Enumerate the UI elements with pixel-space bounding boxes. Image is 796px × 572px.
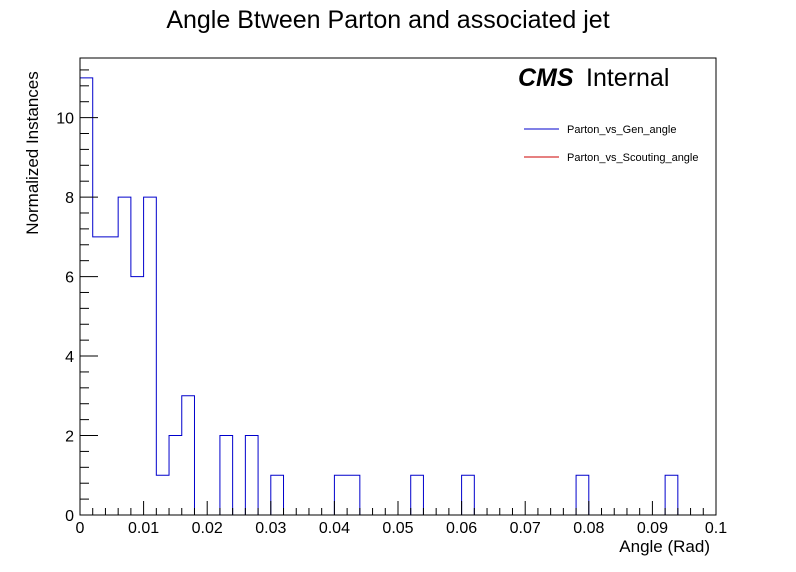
x-axis-label: Angle (Rad) — [619, 537, 710, 556]
y-tick-label: 2 — [65, 429, 74, 446]
x-tick-label: 0.04 — [319, 520, 350, 537]
x-tick-label: 0.09 — [637, 520, 668, 537]
x-tick-label: 0.07 — [510, 520, 541, 537]
cms-label: CMS — [518, 64, 574, 92]
histogram-layer — [79, 77, 716, 516]
y-axis: 0 2 4 6 8 10 — [56, 69, 98, 525]
x-tick-label: 0.03 — [255, 520, 286, 537]
y-tick-label: 10 — [56, 111, 74, 128]
x-tick-label: 0.05 — [382, 520, 413, 537]
histogram-series-0 — [79, 77, 716, 516]
x-tick-label: 0.01 — [128, 520, 159, 537]
x-tick-label: 0.08 — [573, 520, 604, 537]
y-tick-label: 0 — [65, 508, 74, 525]
y-tick-label: 8 — [65, 190, 74, 207]
legend-label-scouting: Parton_vs_Scouting_angle — [567, 152, 698, 164]
y-tick-label: 6 — [65, 270, 74, 287]
internal-label: Internal — [586, 64, 669, 92]
chart-title: Angle Btween Parton and associated jet — [166, 6, 609, 34]
x-axis: 0 0.01 0.02 0.03 0.04 0.05 0.06 0.07 0.08 0.09 0.1 — [76, 501, 727, 537]
x-tick-label: 0.06 — [446, 520, 477, 537]
y-axis-label: Normalized Instances — [23, 71, 42, 234]
y-tick-label: 4 — [65, 349, 74, 366]
legend-label-gen: Parton_vs_Gen_angle — [567, 124, 676, 136]
x-tick-label: 0.02 — [192, 520, 223, 537]
legend: Parton_vs_Gen_angle Parton_vs_Scouting_a… — [524, 124, 698, 164]
x-tick-label: 0.1 — [705, 520, 727, 537]
x-tick-label: 0 — [76, 520, 85, 537]
